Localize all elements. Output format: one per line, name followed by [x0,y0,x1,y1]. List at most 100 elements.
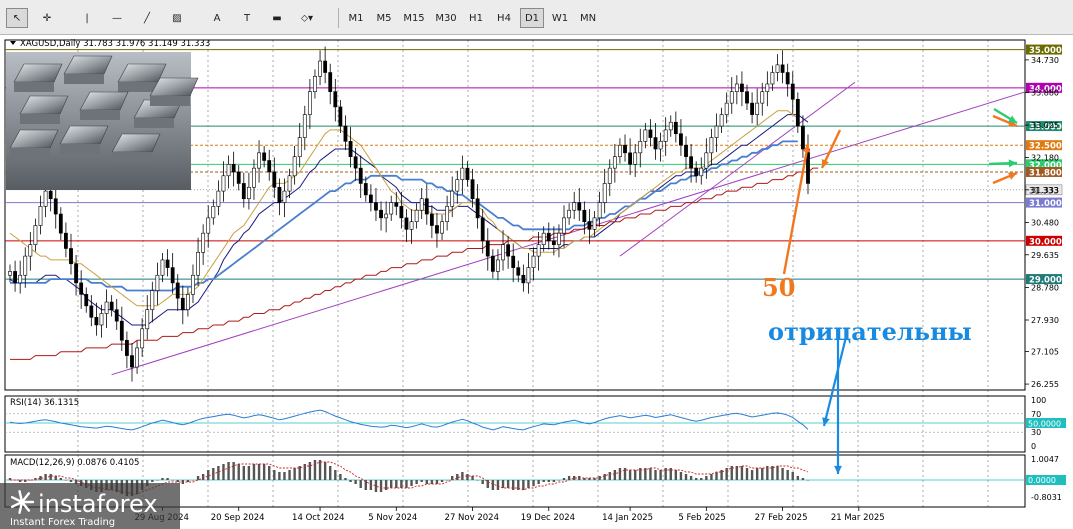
macd-hist-bar [430,480,434,484]
ma-50-line [10,140,798,292]
level-tag-32-500: 32.500 [1029,142,1062,152]
cursor-tool[interactable]: ↖ [6,8,28,28]
macd-hist-bar [664,468,667,480]
candle-body [94,317,99,326]
candle-body [28,244,33,257]
candle-body [231,164,236,173]
candle-body [348,141,353,157]
candle-body [516,267,521,276]
price-tick-label: 31.333 [1031,186,1059,195]
macd-hist-bar [374,480,378,492]
candle-body [379,209,383,219]
toolbar: ↖ ✛ | — ╱ ▨ A T ▬ ⬦▾ M1 M5 M15 M30 H1 H4 D1 W1 MN [0,0,1073,35]
candle-body [729,91,734,104]
candle-body [125,339,129,356]
candle-body [216,190,221,207]
macd-hist-bar [684,474,688,480]
macd-hist-bar [715,472,718,480]
candle-body [450,190,455,207]
candle-body [546,232,551,242]
timeframe-w1[interactable]: W1 [551,12,569,24]
arrow-50-up [782,143,810,275]
macd-hist-bar [476,480,479,481]
channel-tool[interactable]: ▨ [172,12,182,24]
macd-hist-bar [196,476,200,480]
level-tag-bg [1026,44,1062,55]
symbol-info: XAGUSD,Daily 31.783 31.976 31.149 31.333 [20,39,210,49]
timeframe-mn[interactable]: MN [579,12,597,24]
macd-hist-bar [18,480,22,482]
macd-hist-bar [247,466,251,480]
candle-body [501,244,505,261]
candle-body [755,102,760,115]
candle-body [211,206,216,219]
macd-hist-bar [720,470,723,480]
macd-hist-bar [771,466,774,480]
candle-body [750,102,754,115]
candle-body [394,202,399,207]
arrow-green-33000-head [1008,115,1017,123]
timeframe-d1[interactable]: D1 [520,8,544,28]
macd-hist-bar [669,468,672,480]
level-tag-29-000: 29.000 [1029,276,1062,286]
macd-hist-bar [603,474,606,480]
rsi-level-label: 50.0000 [1028,420,1061,429]
macd-hist-bar [740,466,744,480]
candle-body [358,167,363,184]
level-tag-32-000: 32.000 [1029,161,1062,171]
horizontal-line-tool[interactable]: — [112,12,122,24]
macd-hist-bar [252,464,256,480]
candle-body [663,129,668,142]
macd-hist-bar [618,468,622,480]
macd-hist-bar [567,476,571,480]
text-tool[interactable]: A [213,12,221,24]
timeframe-m5[interactable]: M5 [376,12,392,24]
macd-hist-bar [537,480,540,484]
timeframe-m15[interactable]: M15 [403,12,425,24]
macd-hist-bar [496,480,500,490]
macd-hist-bar [440,480,444,482]
macd-hist-bar [705,476,708,480]
timeframe-m1[interactable]: M1 [348,12,364,24]
silver-bar-side [150,96,190,106]
candle-body [307,91,312,115]
logo-ray [20,500,31,512]
symbol-dropdown-icon[interactable] [10,41,16,45]
candle-body [135,347,139,368]
shapes-tool[interactable]: ⬦▾ [300,12,314,24]
date-label: 14 Oct 2024 [292,513,345,523]
macd-hist-bar [654,470,657,480]
candle-body [292,156,297,177]
rsi-50-tag-bg [1026,418,1066,428]
macd-axis-label: 0.0000 [1028,476,1056,485]
candle-body [653,137,658,150]
macd-hist-bar [689,476,693,480]
candle-body [282,190,287,203]
rectangle-tool[interactable]: ▬ [272,12,282,24]
timeframe-h4[interactable]: H4 [497,12,511,24]
candle-body [658,141,663,150]
macd-hist-bar [694,478,698,480]
macd-hist-bar [298,466,301,480]
candle-body [104,301,109,314]
candle-body [175,282,180,299]
candle-body [353,156,358,169]
arrow-orange-down-head [821,159,830,168]
candle-body [33,225,38,245]
crosshair-tool[interactable]: ✛ [42,12,52,24]
macd-hist-bar [49,474,52,480]
timeframe-h1[interactable]: H1 [469,12,483,24]
candle-body [699,167,704,177]
timeframe-m30[interactable]: M30 [435,12,457,24]
silver-bar-side [64,74,104,84]
trendline-tool[interactable]: ╱ [143,12,151,24]
candle-body [236,171,241,184]
vertical-line-tool[interactable]: | [85,12,89,24]
macd-hist-bar [776,466,779,480]
macd-hist-bar [54,476,57,480]
price-tick-label: 26.255 [1031,380,1059,389]
level-tag-31-000: 31.000 [1029,199,1062,209]
label-tool[interactable]: T [243,12,251,24]
